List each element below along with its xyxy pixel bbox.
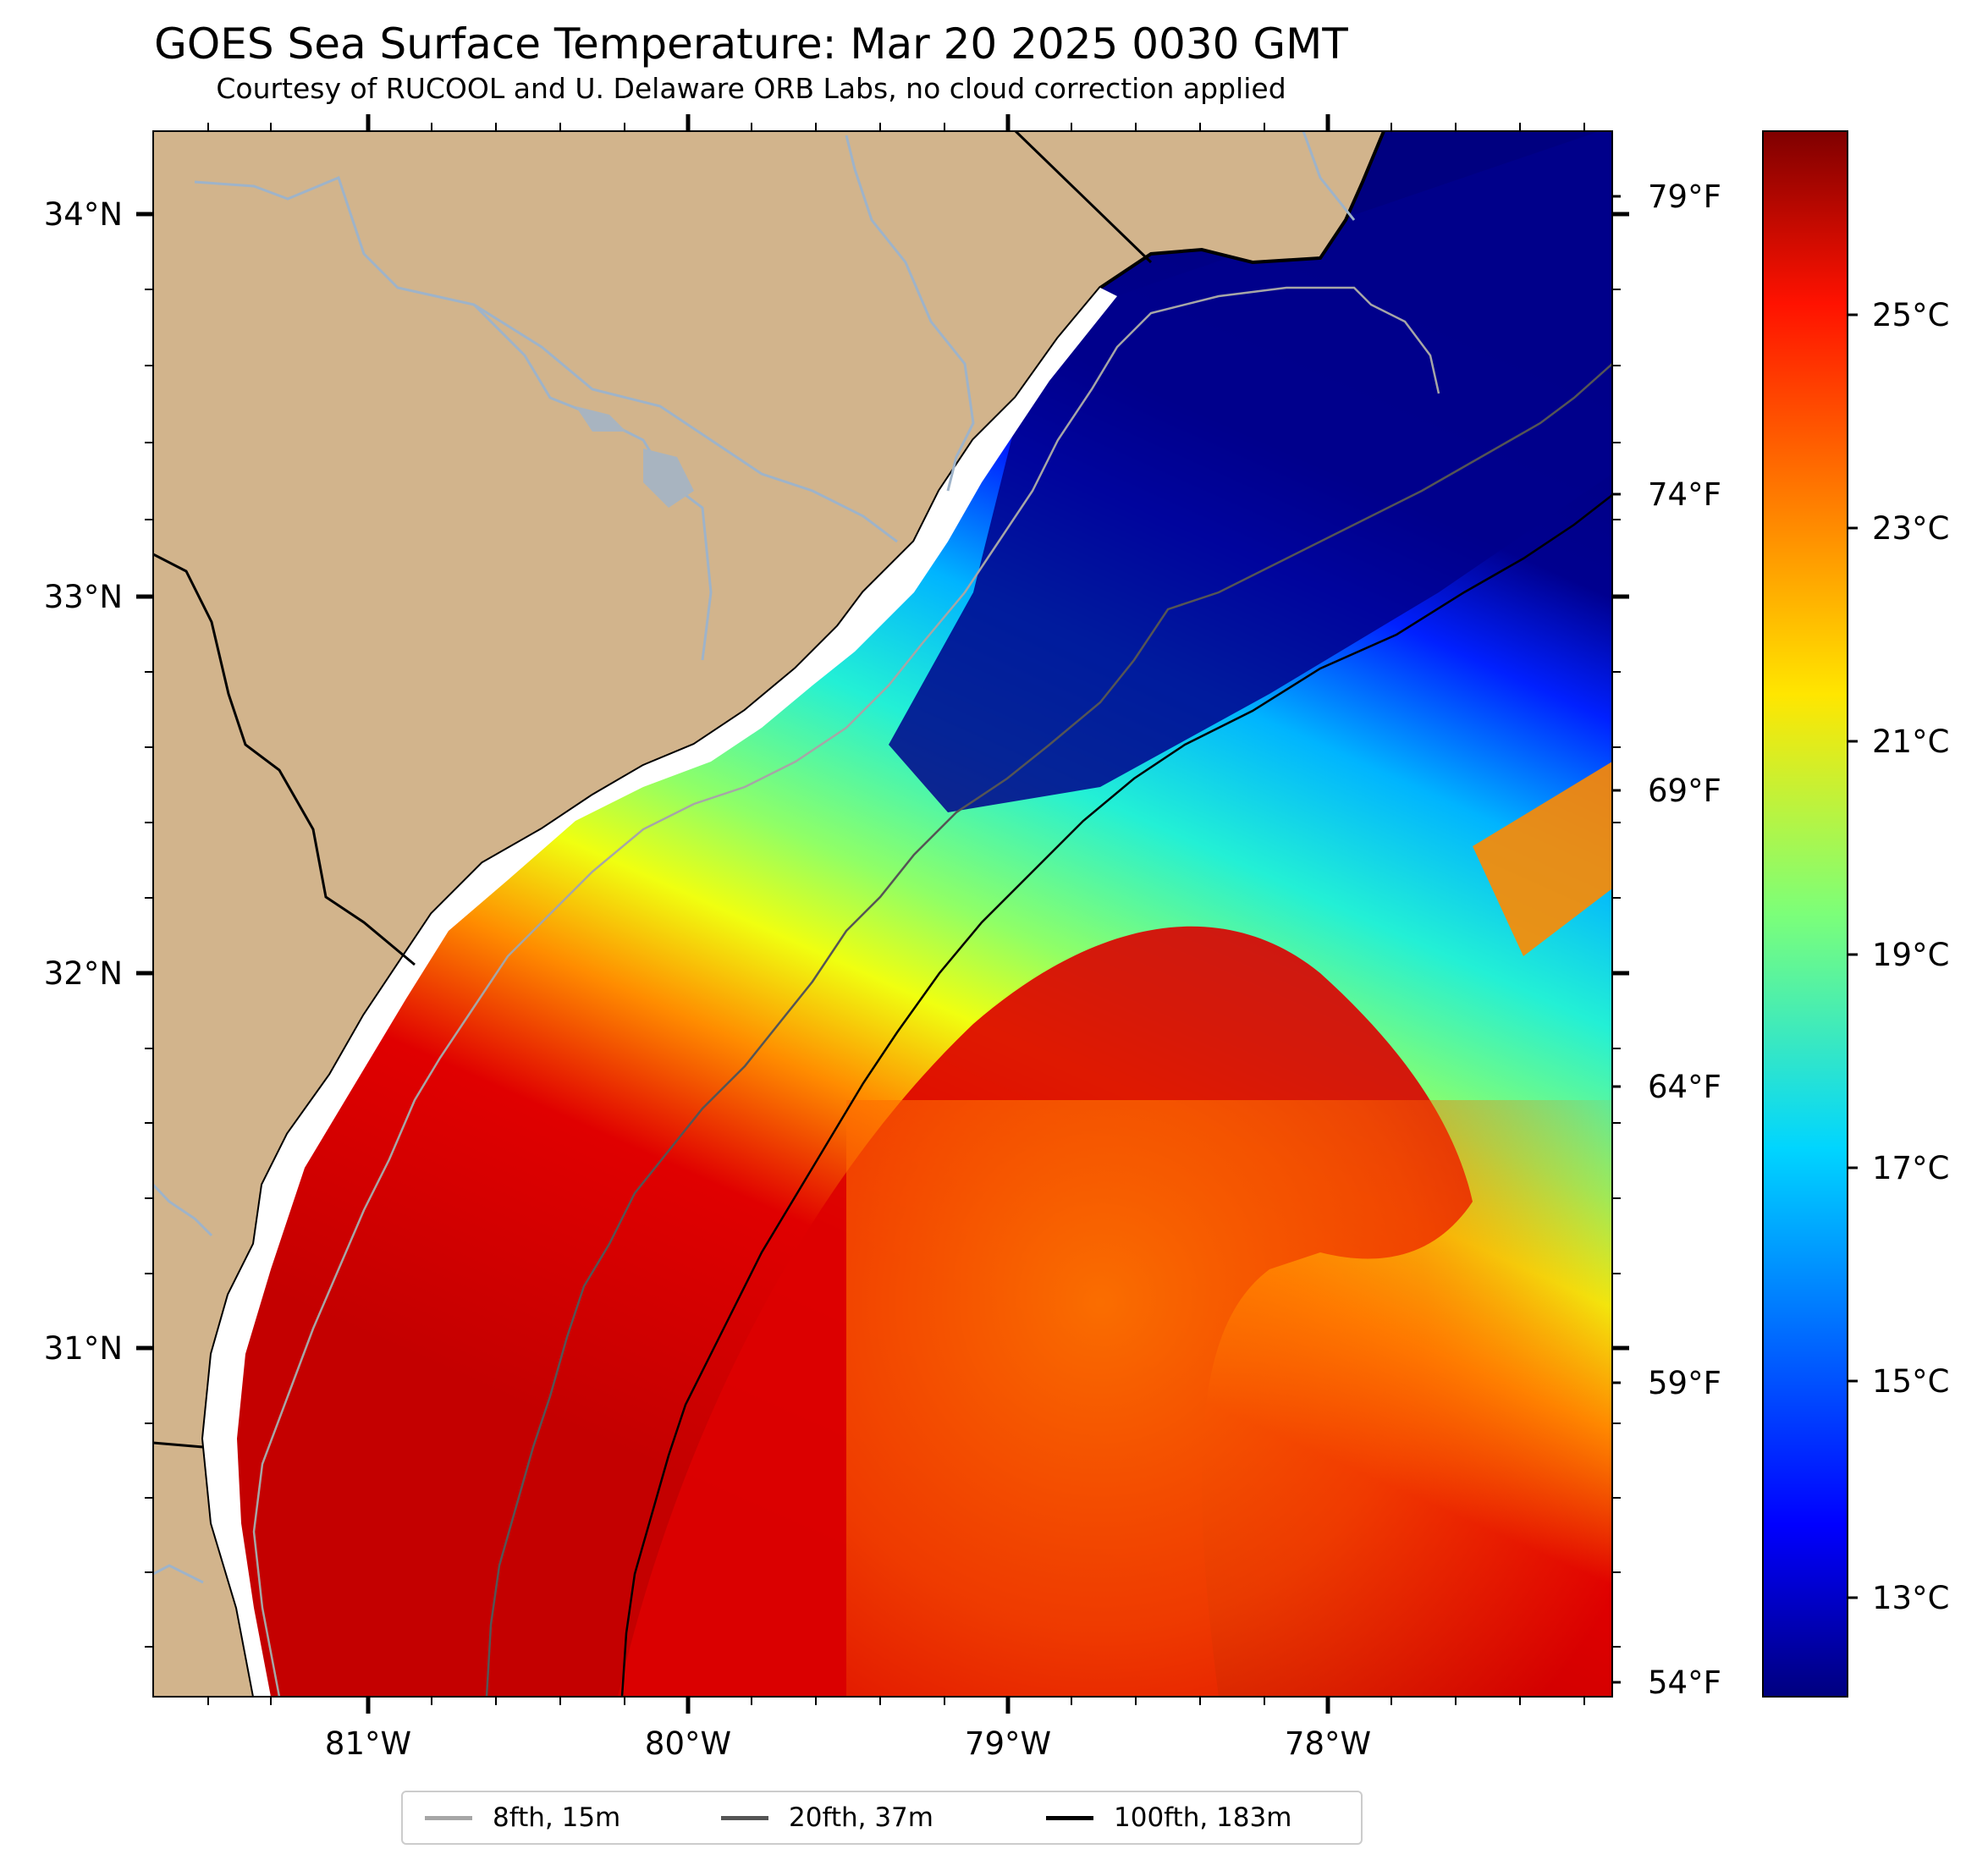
lat-label-31n: 31°N bbox=[44, 1330, 123, 1367]
colorbar bbox=[1762, 130, 1848, 1698]
reservoir bbox=[575, 406, 626, 432]
lon-label-78w: 78°W bbox=[1285, 1725, 1371, 1762]
colorbar-ticks bbox=[1848, 313, 1858, 1599]
fahrenheit-label-64: 64°F bbox=[1648, 1069, 1721, 1105]
legend-label-8fth: 8fth, 15m bbox=[493, 1802, 621, 1833]
lon-label-79w: 79°W bbox=[965, 1725, 1051, 1762]
lon-label-80w: 80°W bbox=[645, 1725, 731, 1762]
map-subtitle: Courtesy of RUCOOL and U. Delaware ORB L… bbox=[216, 72, 1286, 105]
legend-label-100fth: 100fth, 183m bbox=[1114, 1802, 1292, 1833]
map-minor-ticks bbox=[145, 123, 1621, 1705]
map-frame bbox=[152, 130, 1613, 1698]
isobath-15m bbox=[252, 286, 1440, 1697]
legend-line-8fth bbox=[425, 1815, 472, 1820]
fahrenheit-label-59: 59°F bbox=[1648, 1365, 1721, 1401]
lon-label-81w: 81°W bbox=[325, 1725, 411, 1762]
colorbar-label-15c: 15°C bbox=[1872, 1363, 1949, 1400]
lat-label-33n: 33°N bbox=[44, 579, 123, 615]
fahrenheit-label-74: 74°F bbox=[1648, 476, 1721, 513]
legend-line-20fth bbox=[721, 1815, 768, 1820]
land-mainland bbox=[153, 131, 1384, 1697]
no-data-strip bbox=[203, 288, 1117, 1697]
map-area bbox=[153, 131, 1612, 1697]
colorbar-label-23c: 23°C bbox=[1872, 510, 1949, 547]
legend-label-20fth: 20fth, 37m bbox=[789, 1802, 933, 1833]
colorbar-label-25c: 25°C bbox=[1872, 297, 1949, 333]
map-title: GOES Sea Surface Temperature: Mar 20 202… bbox=[154, 19, 1348, 69]
lake bbox=[643, 448, 694, 508]
fahrenheit-label-69: 69°F bbox=[1648, 773, 1721, 809]
fahrenheit-ticks bbox=[1612, 195, 1621, 1684]
legend-item-20fth: 20fth, 37m bbox=[721, 1792, 933, 1843]
cold-water-patch bbox=[889, 131, 1612, 812]
colorbar-label-21c: 21°C bbox=[1872, 724, 1949, 760]
fahrenheit-label-79: 79°F bbox=[1648, 179, 1721, 215]
rivers bbox=[153, 131, 1356, 1584]
warm-orange-region bbox=[846, 1100, 1612, 1697]
colorbar-label-13c: 13°C bbox=[1872, 1580, 1949, 1616]
lat-label-32n: 32°N bbox=[44, 955, 123, 992]
lat-label-34n: 34°N bbox=[44, 196, 123, 233]
isobath-183m bbox=[620, 494, 1612, 1697]
warm-filament bbox=[1473, 762, 1612, 956]
colorbar-label-19c: 19°C bbox=[1872, 937, 1949, 973]
isobath-37m bbox=[485, 363, 1612, 1697]
isobath-legend: 8fth, 15m 20fth, 37m 100fth, 183m bbox=[401, 1791, 1363, 1845]
map-major-ticks bbox=[136, 114, 1629, 1714]
legend-line-100fth bbox=[1046, 1815, 1093, 1820]
legend-item-8fth: 8fth, 15m bbox=[425, 1792, 620, 1843]
state-boundaries bbox=[153, 131, 1153, 1449]
fahrenheit-label-54: 54°F bbox=[1648, 1665, 1721, 1701]
colorbar-label-17c: 17°C bbox=[1872, 1150, 1949, 1186]
legend-item-100fth: 100fth, 183m bbox=[1046, 1792, 1291, 1843]
